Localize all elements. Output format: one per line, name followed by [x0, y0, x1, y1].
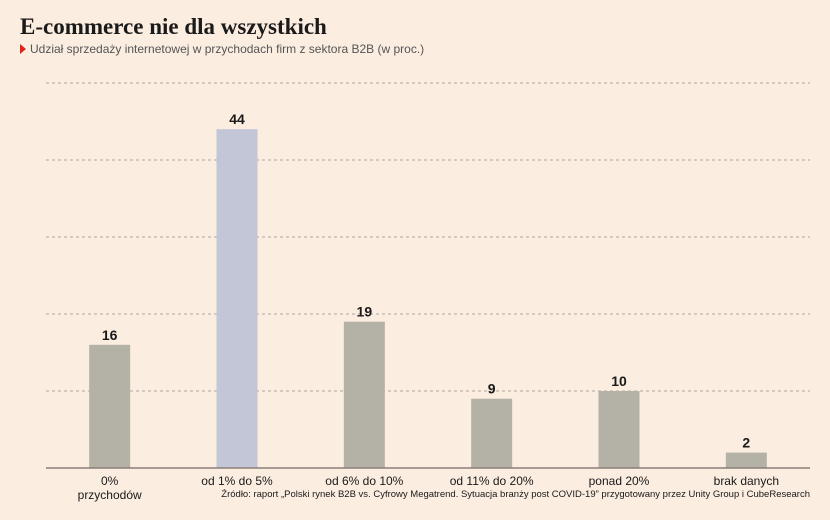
- data-label: 9: [488, 381, 496, 397]
- category-label: od 6% do 10%: [325, 474, 403, 488]
- category-label: przychodów: [78, 488, 142, 502]
- category-label: brak danych: [714, 474, 779, 488]
- data-label: 10: [611, 373, 627, 389]
- category-label: od 11% do 20%: [450, 474, 534, 488]
- category-label: ponad 20%: [589, 474, 650, 488]
- data-label: 16: [102, 327, 118, 343]
- category-label: od 1% do 5%: [201, 474, 273, 488]
- chart-subtitle: Udział sprzedaży internetowej w przychod…: [20, 42, 424, 56]
- source-note: Źródło: raport „Polski rynek B2B vs. Cyf…: [221, 489, 810, 500]
- bar: [89, 344, 131, 468]
- bar: [343, 321, 385, 468]
- bar: [216, 129, 258, 468]
- data-label: 44: [229, 111, 245, 127]
- category-label: 0%: [101, 474, 119, 488]
- bar: [598, 391, 640, 468]
- data-label: 19: [357, 304, 373, 320]
- bar: [725, 452, 767, 468]
- bar: [471, 398, 513, 468]
- data-label: 2: [742, 435, 750, 451]
- chart-title: E-commerce nie dla wszystkich: [20, 14, 327, 39]
- red-triangle-icon: [20, 44, 26, 54]
- chart-subtitle-text: Udział sprzedaży internetowej w przychod…: [30, 42, 425, 56]
